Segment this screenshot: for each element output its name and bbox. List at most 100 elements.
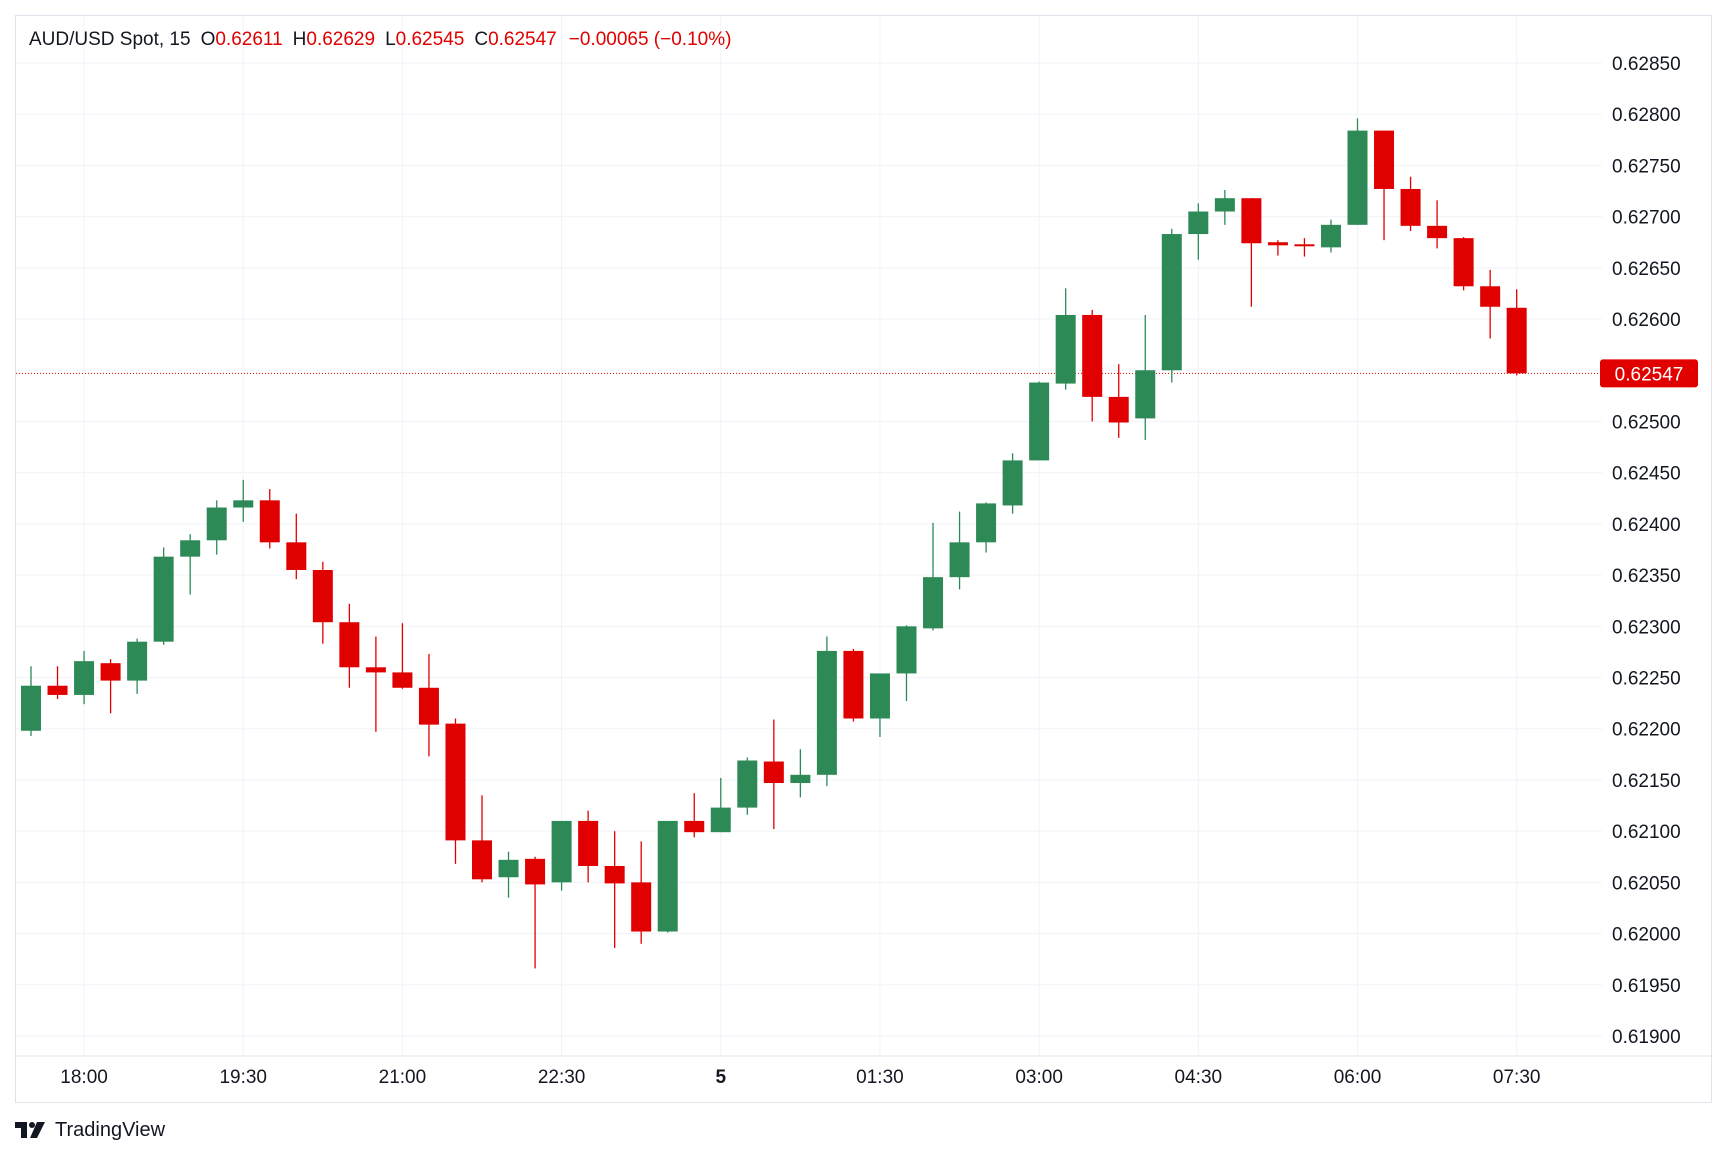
- candle[interactable]: [127, 638, 148, 694]
- candle[interactable]: [445, 718, 466, 864]
- price-tick-label: 0.62450: [1612, 464, 1681, 485]
- candle[interactable]: [1320, 219, 1341, 253]
- time-tick-label: 22:30: [538, 1067, 586, 1088]
- candle[interactable]: [74, 650, 95, 705]
- price-tick-label: 0.62650: [1612, 259, 1681, 280]
- candle[interactable]: [1108, 364, 1129, 438]
- candle[interactable]: [631, 841, 652, 944]
- candle[interactable]: [259, 489, 280, 549]
- candle[interactable]: [1427, 200, 1448, 249]
- candle[interactable]: [1480, 269, 1501, 339]
- candle[interactable]: [923, 522, 944, 631]
- price-tick-label: 0.62200: [1612, 720, 1681, 741]
- candle-body: [657, 820, 678, 932]
- time-tick-label: 01:30: [856, 1067, 904, 1088]
- candle[interactable]: [1214, 190, 1235, 225]
- candle-body: [1108, 396, 1129, 423]
- candle[interactable]: [498, 851, 519, 898]
- candle-body: [47, 685, 68, 695]
- candle[interactable]: [286, 513, 307, 580]
- candle[interactable]: [1029, 381, 1050, 461]
- candle[interactable]: [1506, 289, 1527, 376]
- low-label: L: [385, 29, 396, 50]
- candle[interactable]: [684, 793, 705, 838]
- candle[interactable]: [392, 623, 413, 689]
- candle[interactable]: [1374, 130, 1395, 241]
- candle[interactable]: [763, 719, 784, 830]
- candle[interactable]: [418, 653, 439, 757]
- price-tick-label: 0.61950: [1612, 976, 1681, 997]
- candle[interactable]: [1400, 176, 1421, 231]
- candle[interactable]: [843, 648, 864, 722]
- candle-body: [498, 859, 519, 878]
- candle[interactable]: [1453, 237, 1474, 291]
- candle-body: [684, 820, 705, 833]
- time-tick-label: 06:00: [1334, 1067, 1382, 1088]
- time-tick-label: 18:00: [60, 1067, 108, 1088]
- candle[interactable]: [604, 831, 625, 948]
- candle[interactable]: [1188, 203, 1209, 260]
- candle[interactable]: [816, 636, 837, 787]
- price-axis: 0.62850 0.62800 0.62750 0.62700 0.62650 0.626…: [1600, 54, 1698, 1048]
- candle-body: [923, 577, 944, 629]
- candle[interactable]: [153, 547, 174, 645]
- candle-body: [1427, 225, 1448, 239]
- brand[interactable]: TradingView: [15, 1115, 165, 1145]
- candle[interactable]: [896, 625, 917, 702]
- candle[interactable]: [365, 636, 386, 732]
- candle[interactable]: [1347, 118, 1368, 225]
- candle[interactable]: [1241, 198, 1262, 307]
- high-value: 0.62629: [306, 29, 376, 50]
- candle[interactable]: [1161, 228, 1182, 383]
- candle[interactable]: [339, 603, 360, 688]
- candle[interactable]: [206, 500, 227, 555]
- candle[interactable]: [525, 856, 546, 969]
- candle[interactable]: [657, 820, 678, 933]
- symbol-legend: AUD/USD Spot, 15 O0.62611 H0.62629 L0.62545…: [29, 29, 731, 51]
- candle-body: [445, 723, 466, 841]
- candle[interactable]: [100, 659, 121, 714]
- candle-body: [74, 661, 95, 695]
- candle-body: [100, 663, 121, 681]
- candle[interactable]: [1055, 288, 1076, 390]
- candle-body: [896, 626, 917, 674]
- time-tick-label: 04:30: [1175, 1067, 1223, 1088]
- candle-body: [1453, 238, 1474, 287]
- candle[interactable]: [949, 511, 970, 590]
- candle[interactable]: [1294, 238, 1315, 257]
- candle-body: [1347, 130, 1368, 225]
- price-tick-label: 0.62850: [1612, 54, 1681, 75]
- candle-body: [1506, 307, 1527, 374]
- time-tick-label: 03:00: [1015, 1067, 1063, 1088]
- price-tick-label: 0.62300: [1612, 617, 1681, 638]
- candle[interactable]: [1135, 314, 1156, 440]
- time-tick-label: 21:00: [379, 1067, 427, 1088]
- candle[interactable]: [180, 534, 201, 595]
- candle[interactable]: [551, 820, 572, 891]
- open-value: 0.62611: [215, 29, 283, 50]
- candle[interactable]: [472, 795, 493, 883]
- candle[interactable]: [976, 502, 997, 553]
- candle-body: [1320, 224, 1341, 248]
- candle-body: [1055, 314, 1076, 384]
- price-tick-label: 0.61900: [1612, 1027, 1681, 1048]
- candle[interactable]: [1002, 453, 1023, 514]
- close-value: 0.62547: [488, 29, 557, 50]
- candle[interactable]: [21, 666, 41, 736]
- candle[interactable]: [790, 749, 811, 798]
- candle[interactable]: [1082, 309, 1103, 422]
- candle-body: [339, 622, 360, 668]
- candle[interactable]: [710, 777, 731, 833]
- candle-body: [763, 761, 784, 784]
- candle[interactable]: [1267, 240, 1288, 256]
- candle[interactable]: [233, 479, 254, 522]
- candle[interactable]: [737, 757, 758, 815]
- candle[interactable]: [312, 561, 333, 644]
- candle[interactable]: [578, 810, 599, 883]
- grid-lines: [16, 16, 1602, 1056]
- candle[interactable]: [47, 666, 68, 700]
- time-tick-label: 19:30: [219, 1067, 267, 1088]
- price-tick-label: 0.62250: [1612, 669, 1681, 690]
- candle[interactable]: [869, 673, 890, 737]
